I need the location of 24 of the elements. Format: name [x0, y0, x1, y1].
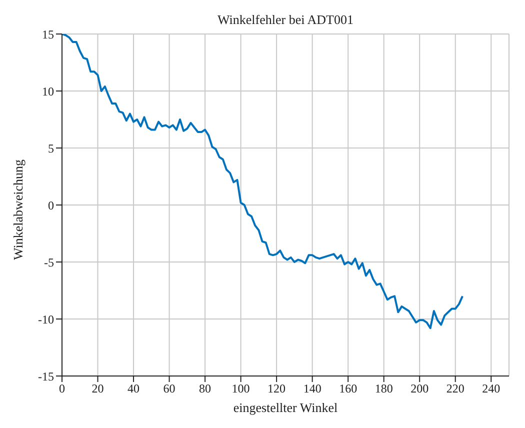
x-tick-label: 40 — [128, 382, 140, 396]
x-tick-label: 240 — [482, 382, 500, 396]
x-tick-label: 60 — [163, 382, 176, 396]
x-tick-label: 0 — [59, 382, 65, 396]
y-tick-label: -15 — [38, 369, 54, 384]
x-tick-label: 180 — [374, 382, 393, 396]
x-tick-label: 80 — [199, 382, 212, 396]
y-axis-title: Winkelabweichung — [10, 158, 26, 260]
x-tick-label: 20 — [92, 382, 104, 396]
x-tick-label: 200 — [410, 382, 429, 396]
y-tick-label: 15 — [42, 27, 54, 42]
x-tick-label: 100 — [232, 382, 250, 396]
x-tick-label: 140 — [303, 382, 322, 396]
x-axis-title: eingestellter Winkel — [233, 400, 338, 415]
x-tick-label: 120 — [268, 382, 286, 396]
x-tick-label: 160 — [339, 382, 358, 396]
y-tick-label: 5 — [48, 141, 54, 156]
y-tick-label: -10 — [38, 312, 54, 326]
line-series — [62, 34, 464, 330]
y-tick-label: 0 — [48, 198, 54, 212]
y-tick-label: -5 — [44, 255, 54, 270]
chart-title: Winkelfehler bei ADT001 — [216, 12, 354, 28]
x-tick-label: 220 — [446, 382, 464, 396]
y-tick-label: 10 — [42, 84, 54, 98]
